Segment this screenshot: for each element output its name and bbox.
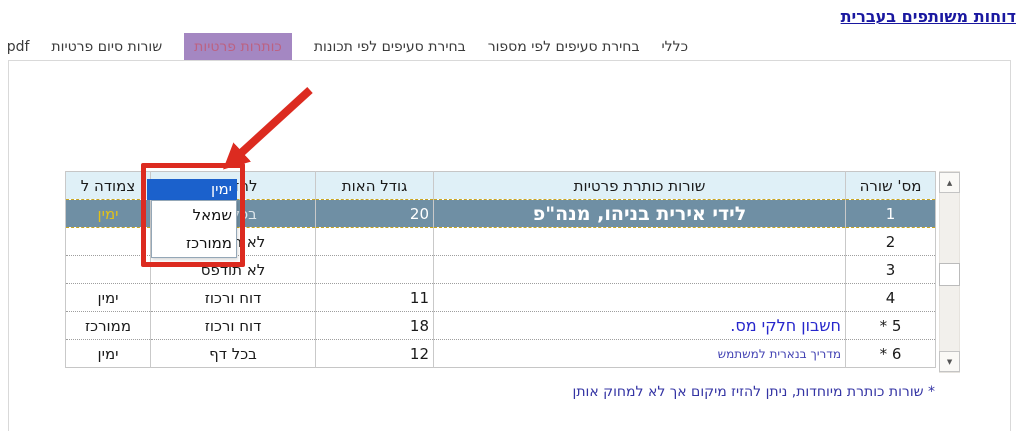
title-cell[interactable]: [433, 283, 846, 312]
font-size-cell[interactable]: [315, 255, 434, 284]
page-title-link[interactable]: דוחות משותפים בעברית: [840, 7, 1016, 26]
table-row: * 5 חשבון חלקי מס. 18 דוח ורכוז ממורכז: [65, 311, 936, 340]
attached-cell[interactable]: ממורכז: [65, 311, 151, 340]
attached-cell[interactable]: ימין: [65, 199, 151, 228]
footnote-text: * שורות כותרת מיוחדות, ניתן להזיז מיקום …: [572, 384, 935, 400]
grid-scrollbar-thumb[interactable]: [939, 263, 960, 286]
attached-cell[interactable]: ימין: [65, 339, 151, 368]
triangle-down-icon: ▼: [946, 357, 953, 366]
row-number-cell[interactable]: * 6: [845, 339, 936, 368]
print-cell[interactable]: דוח ורכוז: [150, 283, 316, 312]
attached-cell[interactable]: ימין: [65, 283, 151, 312]
table-row: 4 11 דוח ורכוז ימין: [65, 283, 936, 312]
row-number-cell[interactable]: 4: [845, 283, 936, 312]
tab-bar: כללי בחירת סעיפים לפי מספור בחירת סעיפים…: [7, 33, 688, 60]
tab-general[interactable]: כללי: [661, 38, 688, 55]
title-cell[interactable]: [433, 227, 846, 256]
tab-select-sections-by-attributes[interactable]: בחירת סעיפים לפי תכונות: [313, 38, 466, 55]
font-size-cell[interactable]: 18: [315, 311, 434, 340]
tab-pdf[interactable]: pdf: [6, 38, 30, 55]
col-header-private-header-lines[interactable]: שורות כותרת פרטיות: [433, 171, 846, 200]
col-header-font-size[interactable]: גודל האות: [315, 171, 434, 200]
attached-cell[interactable]: [65, 255, 151, 284]
tab-private-footers[interactable]: שורות סיום פרטיות: [51, 38, 163, 55]
alignment-select-option-list: שמאל ממורכז: [151, 200, 237, 258]
grid-header-row: מס' שורה שורות כותרת פרטיות גודל האות לה…: [65, 171, 936, 200]
scroll-down-button[interactable]: ▼: [939, 351, 960, 372]
col-header-row-number[interactable]: מס' שורה: [845, 171, 936, 200]
attached-cell[interactable]: [65, 227, 151, 256]
option-centered[interactable]: ממורכז: [185, 234, 232, 252]
title-cell[interactable]: חשבון חלקי מס.: [433, 311, 846, 340]
table-row: * 6 מדריך בנארית למשתמש 12 בכל דף ימין: [65, 339, 936, 368]
scroll-up-button[interactable]: ▲: [939, 172, 960, 193]
option-left[interactable]: שמאל: [192, 206, 232, 224]
print-cell[interactable]: לא תודפס: [150, 255, 316, 284]
font-size-cell[interactable]: 20: [315, 199, 434, 228]
row-number-cell[interactable]: 3: [845, 255, 936, 284]
font-size-cell[interactable]: 12: [315, 339, 434, 368]
tab-select-sections-by-number[interactable]: בחירת סעיפים לפי מספור: [487, 38, 640, 55]
print-cell[interactable]: בכל דף: [150, 339, 316, 368]
tab-private-headers[interactable]: כותרות פרטיות: [184, 33, 292, 60]
col-header-attached-to[interactable]: צמודה ל: [65, 171, 151, 200]
title-cell[interactable]: מדריך בנארית למשתמש: [433, 339, 846, 368]
headers-grid: מס' שורה שורות כותרת פרטיות גודל האות לה…: [65, 171, 936, 368]
title-cell[interactable]: [433, 255, 846, 284]
alignment-select-current-option[interactable]: ימין: [147, 179, 237, 200]
table-row: 3 לא תודפס: [65, 255, 936, 284]
print-cell[interactable]: דוח ורכוז: [150, 311, 316, 340]
row-number-cell[interactable]: 1: [845, 199, 936, 228]
font-size-cell[interactable]: [315, 227, 434, 256]
row-number-cell[interactable]: 2: [845, 227, 936, 256]
title-cell[interactable]: לידי אירית בניהו, מנה"פ: [433, 199, 846, 228]
font-size-cell[interactable]: 11: [315, 283, 434, 312]
triangle-up-icon: ▲: [946, 178, 953, 187]
row-number-cell[interactable]: * 5: [845, 311, 936, 340]
